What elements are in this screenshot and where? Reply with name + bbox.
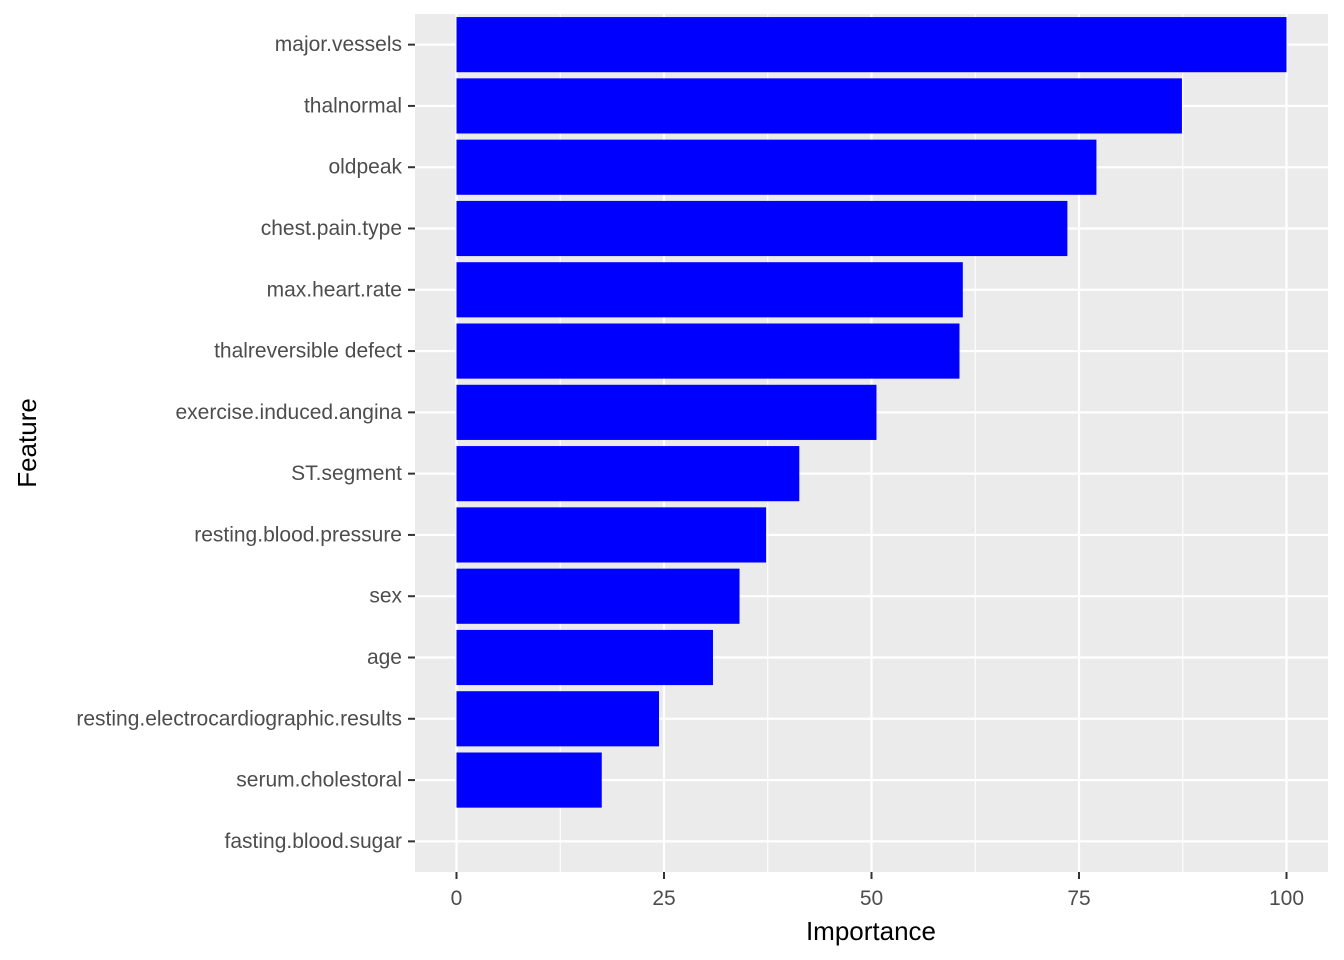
y-tick-label: oldpeak bbox=[328, 156, 402, 179]
bar bbox=[456, 507, 767, 563]
y-tick-label: resting.blood.pressure bbox=[194, 523, 402, 546]
y-axis: major.vessels thalnormal oldpeak chest.pain… bbox=[76, 33, 415, 853]
y-tick-label: sex bbox=[369, 585, 402, 608]
bar bbox=[456, 629, 713, 686]
y-tick-label: exercise.induced.angina bbox=[176, 401, 403, 424]
bar bbox=[456, 323, 960, 379]
bar bbox=[456, 384, 877, 440]
y-tick-label: resting.electrocardiographic.results bbox=[76, 707, 402, 730]
y-tick-label: serum.cholestoral bbox=[236, 769, 402, 792]
bar bbox=[456, 17, 1287, 73]
bar bbox=[456, 139, 1097, 195]
x-axis: 0 25 50 75 100 bbox=[451, 872, 1304, 910]
bar bbox=[456, 446, 800, 502]
x-tick-label: 100 bbox=[1269, 887, 1304, 910]
x-tick-label: 75 bbox=[1067, 887, 1090, 910]
y-tick-label: max.heart.rate bbox=[267, 278, 402, 301]
bar bbox=[456, 752, 602, 808]
y-tick-label: ST.segment bbox=[291, 462, 402, 485]
bar bbox=[456, 691, 660, 747]
y-tick-label: fasting.blood.sugar bbox=[225, 830, 402, 853]
x-tick-label: 50 bbox=[860, 887, 883, 910]
x-tick-label: 0 bbox=[451, 887, 463, 910]
y-tick-label: major.vessels bbox=[275, 33, 402, 56]
x-axis-title: Importance bbox=[806, 916, 936, 946]
y-axis-title: Feature bbox=[12, 398, 42, 488]
bar bbox=[456, 262, 963, 318]
y-tick-label: age bbox=[367, 646, 402, 669]
y-tick-label: thalreversible defect bbox=[214, 340, 402, 363]
x-tick-label: 25 bbox=[652, 887, 675, 910]
bar bbox=[456, 568, 740, 624]
y-tick-label: chest.pain.type bbox=[261, 217, 402, 240]
y-tick-label: thalnormal bbox=[304, 94, 402, 117]
bars bbox=[456, 17, 1287, 808]
bar bbox=[456, 78, 1182, 134]
bar bbox=[456, 200, 1068, 257]
